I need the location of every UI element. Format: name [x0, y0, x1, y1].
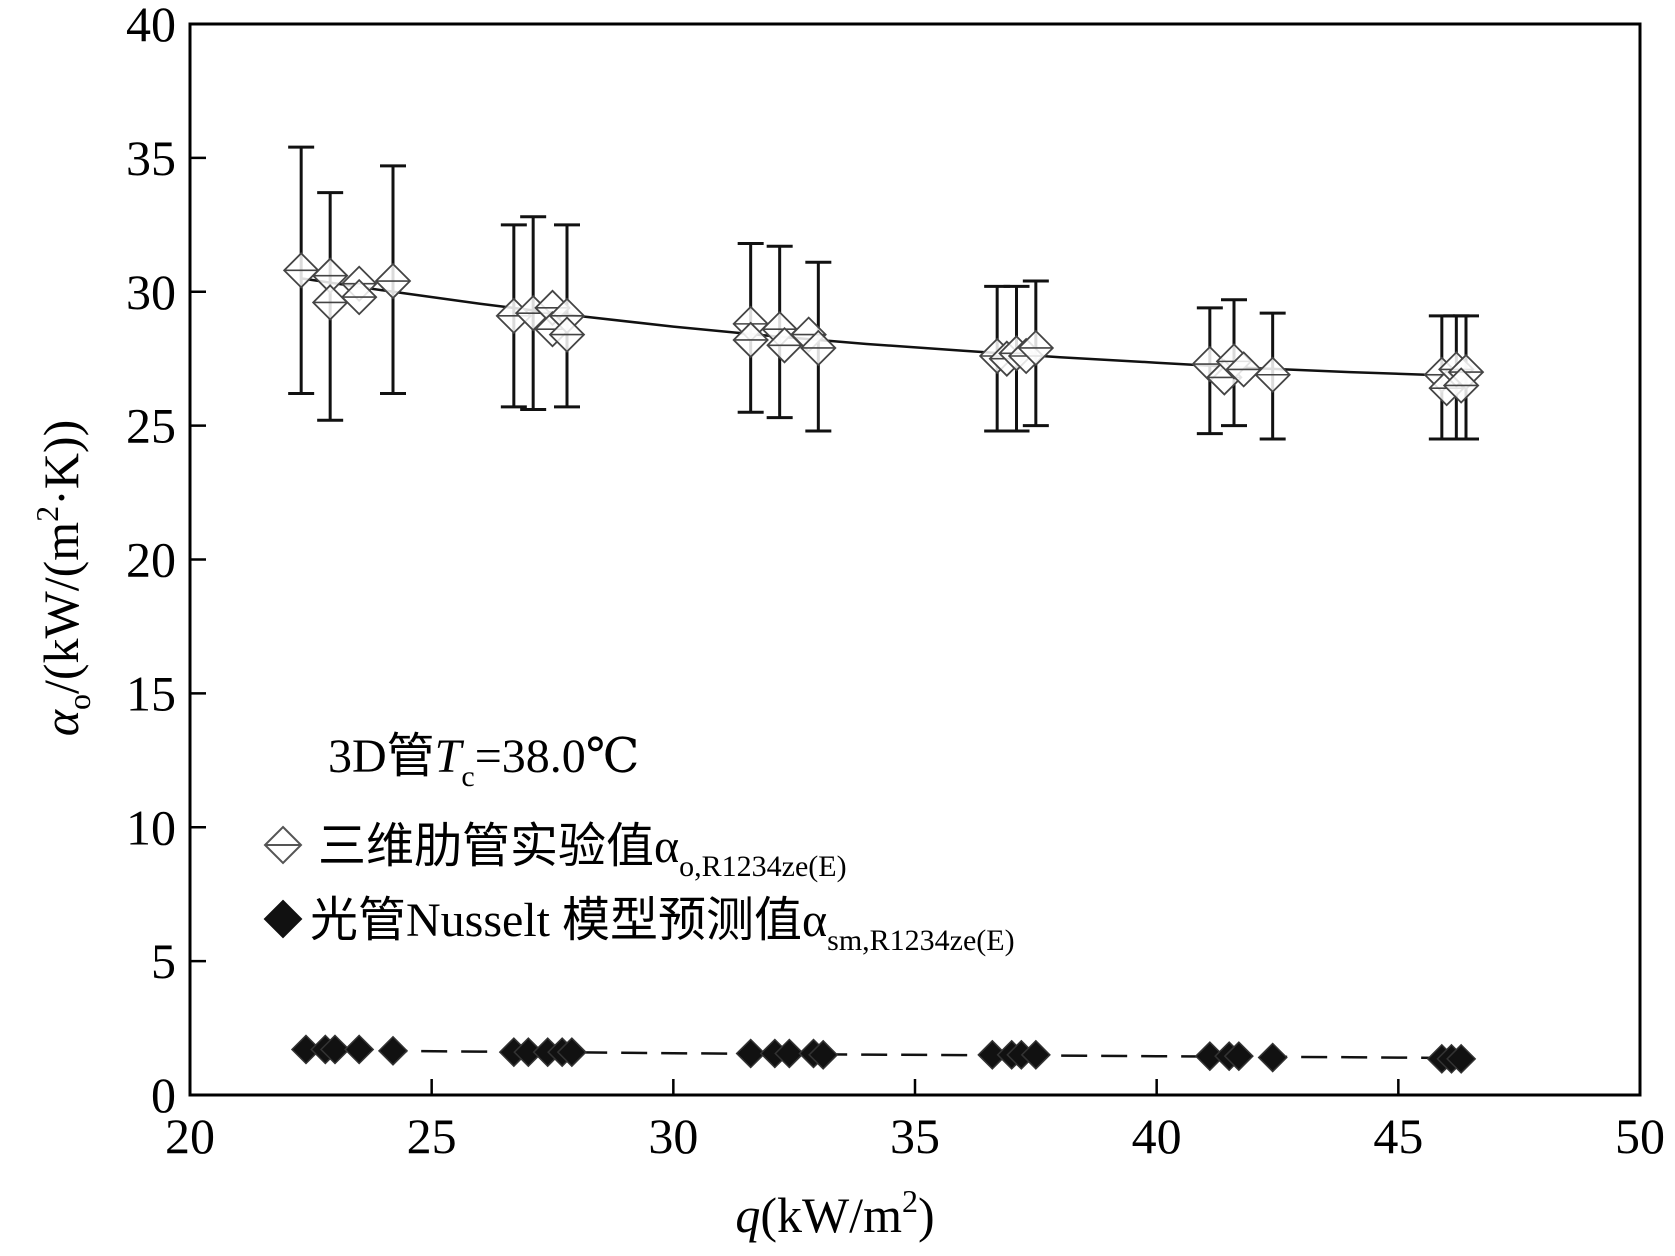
- model-point: [1223, 1041, 1254, 1072]
- x-tick-label: 25: [407, 1108, 457, 1164]
- y-tick-label: 30: [126, 264, 176, 320]
- legend-marker-filled-diamond: [263, 899, 303, 939]
- y-tick-label: 15: [126, 665, 176, 721]
- model-point: [774, 1038, 805, 1069]
- x-axis-label: q(kW/m2): [735, 1183, 934, 1243]
- legend: 三维肋管实验值αo,R1234ze(E) 光管Nusselt 模型预测值αsm,…: [263, 820, 1015, 957]
- condition-annotation: 3D管Tc=38.0℃: [328, 730, 639, 793]
- x-tick-label: 30: [648, 1108, 698, 1164]
- x-tick-label: 40: [1132, 1108, 1182, 1164]
- y-tick-label: 25: [126, 398, 176, 454]
- model-point: [1446, 1043, 1477, 1074]
- model-point: [319, 1034, 351, 1065]
- x-tick-label: 20: [165, 1108, 215, 1164]
- y-tick-label: 40: [126, 0, 176, 52]
- model-point: [344, 1034, 375, 1065]
- fit-line: [301, 277, 1467, 378]
- x-tick-label: 35: [890, 1108, 940, 1164]
- model-point: [556, 1037, 587, 1068]
- y-tick-label: 10: [126, 799, 176, 855]
- y-tick-label: 5: [151, 933, 176, 989]
- model-point: [1257, 1042, 1288, 1073]
- model-line: [301, 1048, 1467, 1060]
- model-point: [735, 1038, 766, 1069]
- x-tick-label: 50: [1615, 1108, 1665, 1164]
- legend-label-model: 光管Nusselt 模型预测值αsm,R1234ze(E): [310, 894, 1015, 957]
- x-tick-label: 45: [1373, 1108, 1423, 1164]
- model-point: [377, 1035, 409, 1066]
- model-point: [1020, 1039, 1051, 1070]
- y-tick-label: 0: [151, 1067, 176, 1123]
- y-tick-label: 35: [126, 130, 176, 186]
- data-series: [282, 145, 1485, 1074]
- model-point: [808, 1039, 839, 1070]
- axis-ticks: 20 25 30 35 40 45 50 0 5 10 15 20 25 30 35 40: [126, 0, 1665, 1164]
- legend-label-experiment: 三维肋管实验值αo,R1234ze(E): [318, 820, 847, 883]
- y-tick-label: 20: [126, 532, 176, 588]
- y-axis-label: αo/(kW/(m2·K)): [29, 420, 97, 736]
